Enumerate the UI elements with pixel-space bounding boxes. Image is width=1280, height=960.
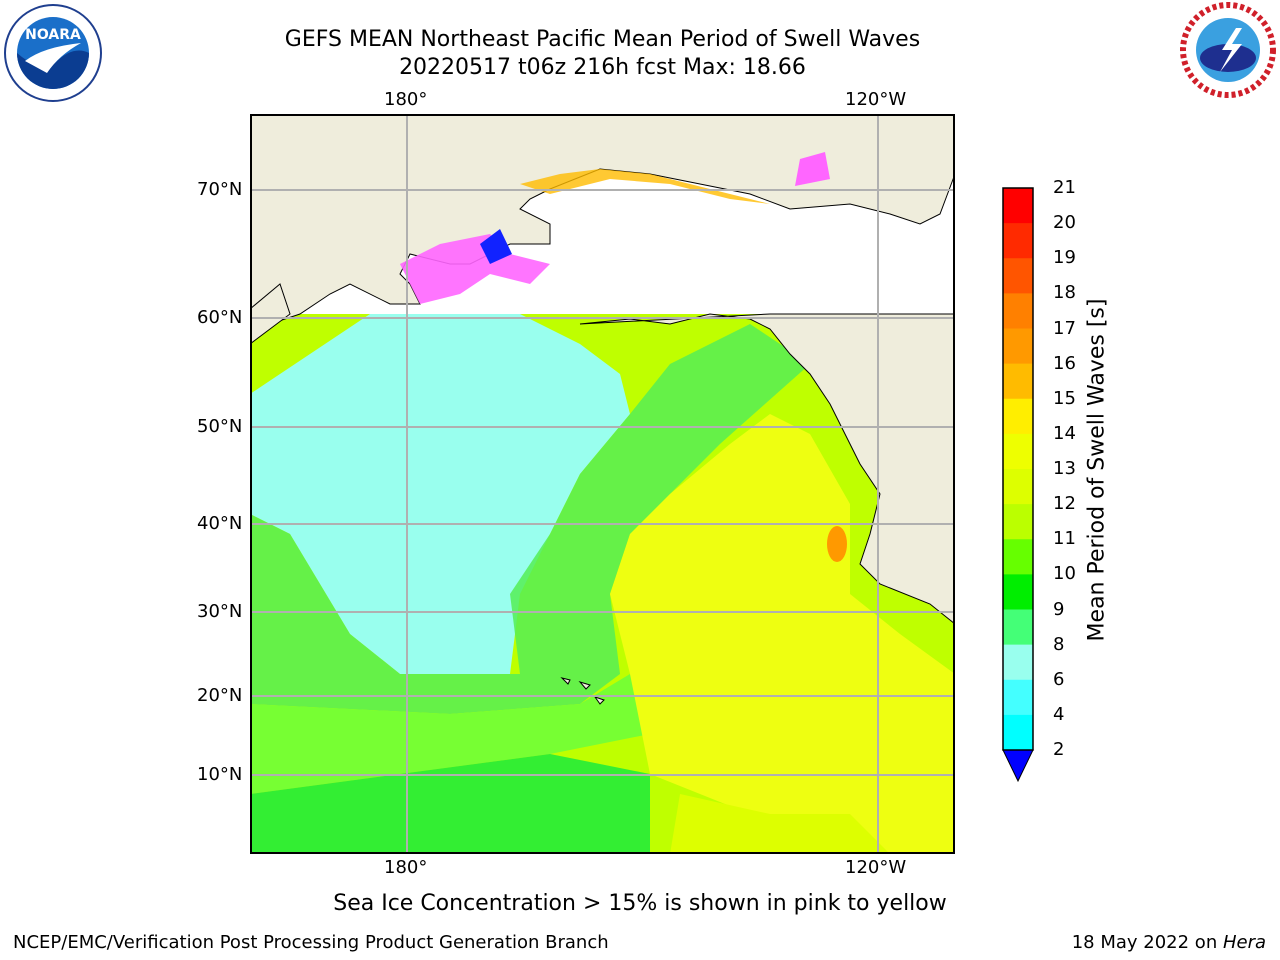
colorbar-tick-label: 14: [1053, 422, 1076, 444]
colorbar-tick-label: 13: [1053, 458, 1076, 479]
sea-ice-bering: [400, 234, 550, 304]
chart-subtitle: 20220517 t06z 216h fcst Max: 18.66: [399, 55, 806, 80]
footer-machine: Hera: [1222, 932, 1266, 953]
lon-label-bottom-120w: 120°W: [845, 857, 907, 878]
colorbar-label: Mean Period of Swell Waves [s]: [1084, 298, 1110, 642]
colorbar-tick-label: 9: [1053, 598, 1065, 620]
colorbar-band: [1003, 539, 1033, 575]
lon-label-top-120w: 120°W: [845, 89, 907, 110]
colorbar-band: [1003, 258, 1033, 294]
lat-label-60n: 60°N: [197, 307, 243, 328]
mid-period-zone: [250, 324, 810, 714]
colorbar-band: [1003, 679, 1033, 716]
colorbar-tick-label: 19: [1053, 247, 1076, 269]
colorbar-tick-label: 15: [1053, 387, 1076, 409]
max-period-spot: [827, 526, 847, 562]
colorbar-tick-label: 17: [1053, 317, 1076, 339]
noaa-logo: NOARA: [4, 4, 102, 102]
colorbar-band: [1003, 644, 1033, 681]
colorbar-tick-label: 8: [1053, 633, 1065, 655]
north-america-land: [579, 114, 955, 625]
colorbar-band: [1003, 293, 1033, 329]
southern-long-period: [670, 794, 890, 854]
footer-credit: NCEP/EMC/Verification Post Processing Pr…: [13, 932, 609, 953]
footer-date-text: 18 May 2022 on: [1071, 932, 1223, 953]
map-frame: [250, 114, 955, 854]
noaa-logo-text: NOARA: [25, 27, 81, 43]
colorbar-band: [1003, 609, 1033, 646]
asia-land: [250, 283, 291, 345]
colorbar-band: [1003, 328, 1033, 365]
lat-label-30n: 30°N: [197, 601, 243, 622]
lon-label-bottom-180: 180°: [384, 857, 428, 878]
colorbar-band: [1003, 188, 1033, 224]
colorbar-tick-label: 4: [1053, 703, 1065, 725]
colorbar-tick-label: 6: [1053, 668, 1065, 690]
mid-period-band: [250, 674, 650, 794]
colorbar: [1002, 187, 1034, 783]
colorbar-band: [1003, 504, 1033, 540]
colorbar-band: [1003, 433, 1033, 470]
sea-ice-note: Sea Ice Concentration > 15% is shown in …: [333, 891, 947, 916]
colorbar-band: [1003, 469, 1033, 505]
colorbar-band: [1003, 398, 1033, 435]
footer-date: 18 May 2022 on Hera: [1072, 932, 1266, 953]
southern-band: [250, 754, 650, 854]
sea-ice-beaufort: [795, 152, 830, 186]
colorbar-tick-label: 16: [1053, 352, 1076, 374]
sea-ice-chukchi: [520, 169, 770, 204]
colorbar-frame: [1002, 187, 1034, 751]
lat-label-40n: 40°N: [197, 513, 243, 534]
hawaii-islands: [560, 677, 605, 705]
gridlines: [250, 114, 955, 854]
colorbar-band: [1003, 714, 1033, 751]
lat-label-70n: 70°N: [197, 179, 243, 200]
colorbar-band: [1003, 363, 1033, 400]
colorbar-tick-label: 12: [1053, 493, 1076, 515]
colorbar-tick-label: 11: [1053, 528, 1076, 550]
lat-label-20n: 20°N: [197, 685, 243, 706]
lat-label-50n: 50°N: [197, 416, 243, 437]
colorbar-tick-label: 10: [1053, 563, 1076, 585]
colorbar-tick-label: 21: [1053, 177, 1076, 198]
colorbar-tick-label: 2: [1053, 739, 1065, 760]
swell-period-map: [250, 114, 955, 854]
colorbar-bands: [1003, 188, 1033, 751]
arctic-land: [250, 114, 955, 325]
chart-title: GEFS MEAN Northeast Pacific Mean Period …: [284, 27, 921, 52]
lon-label-top-180: 180°: [384, 89, 428, 110]
lat-label-10n: 10°N: [197, 764, 243, 785]
colorbar-band: [1003, 223, 1033, 259]
colorbar-band: [1003, 574, 1033, 610]
sea-ice-core: [480, 229, 512, 264]
nws-logo: [1180, 2, 1276, 98]
colorbar-extend-arrow: [1002, 749, 1034, 783]
colorbar-tick-label: 20: [1053, 212, 1076, 234]
short-period-zone: [250, 314, 630, 674]
colorbar-tick-label: 18: [1053, 282, 1076, 304]
